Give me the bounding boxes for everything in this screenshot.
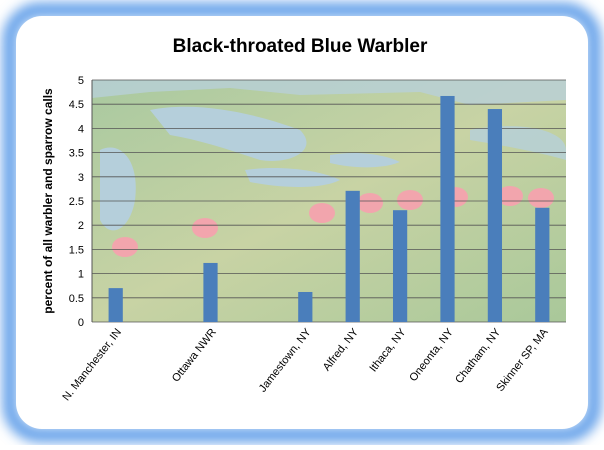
bar bbox=[487, 109, 503, 322]
y-tick-label: 4 bbox=[78, 123, 84, 135]
y-tick-label: 3 bbox=[78, 172, 84, 184]
y-tick-label: 5 bbox=[78, 75, 84, 87]
y-axis-label: percent of all warbler and sparrow calls bbox=[41, 88, 55, 314]
frame-glow bbox=[3, 3, 601, 442]
bar bbox=[345, 190, 360, 322]
y-tick-label: 1.5 bbox=[69, 244, 84, 256]
y-tick-label: 2.5 bbox=[69, 196, 84, 208]
bar bbox=[440, 95, 455, 322]
bar bbox=[535, 207, 550, 322]
bar bbox=[298, 291, 313, 322]
bar bbox=[203, 262, 218, 322]
y-tick-label: 2 bbox=[78, 220, 84, 232]
y-tick-label: 0 bbox=[78, 317, 84, 329]
chart-title: Black-throated Blue Warbler bbox=[173, 36, 428, 57]
y-tick-label: 0.5 bbox=[69, 293, 84, 305]
y-tick-label: 1 bbox=[78, 269, 84, 281]
bar bbox=[392, 210, 408, 322]
y-tick-label: 3.5 bbox=[69, 148, 84, 160]
y-tick-label: 4.5 bbox=[69, 99, 84, 111]
bar bbox=[108, 288, 123, 322]
